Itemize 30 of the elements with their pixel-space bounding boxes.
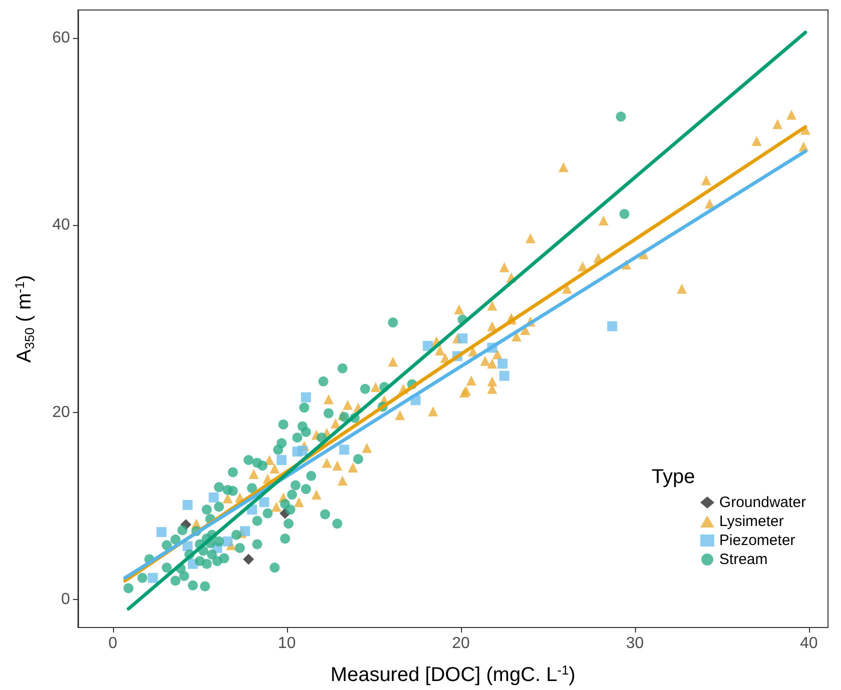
point: [259, 497, 270, 508]
point: [240, 526, 250, 536]
legend-title: Type: [652, 466, 695, 488]
x-tick-label: 10: [278, 635, 296, 652]
x-tick-label: 20: [452, 635, 470, 652]
legend-label: Piezometer: [719, 532, 796, 549]
x-tick-label: 30: [626, 635, 644, 652]
x-tick-label: 40: [800, 635, 818, 652]
legend-label: Stream: [719, 551, 768, 568]
point: [499, 370, 510, 381]
y-tick-label: 0: [61, 590, 70, 608]
point: [300, 392, 311, 402]
point: [276, 455, 287, 466]
y-axis-title: A350 ( m-1): [12, 274, 37, 363]
point: [156, 527, 167, 538]
point: [297, 446, 308, 456]
point: [498, 358, 508, 369]
point: [222, 536, 233, 546]
point: [339, 444, 350, 455]
y-tick-label: 40: [52, 216, 70, 234]
legend-label: Groundwater: [719, 494, 806, 511]
point: [148, 572, 158, 583]
y-tick-label: 20: [52, 404, 70, 421]
legend-label: Lysimeter: [719, 513, 784, 530]
point: [607, 321, 618, 332]
y-tick-label: 60: [52, 30, 70, 47]
point: [243, 554, 254, 565]
x-tick-label: 0: [108, 635, 118, 652]
point: [208, 492, 219, 502]
point: [182, 500, 193, 510]
